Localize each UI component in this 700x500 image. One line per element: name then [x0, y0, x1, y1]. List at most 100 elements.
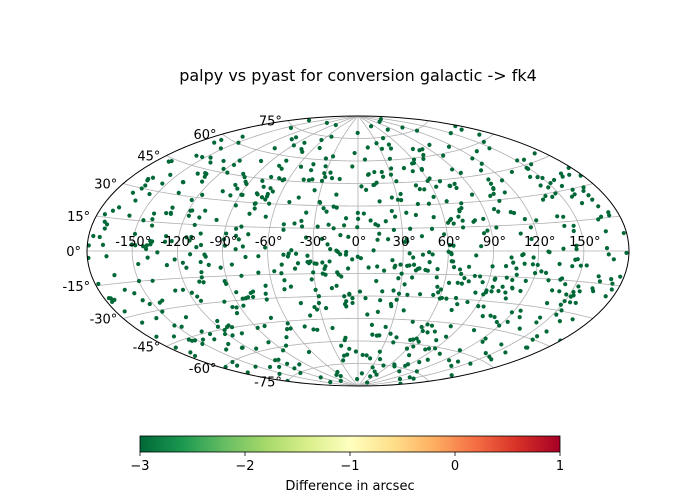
data-point: [398, 381, 403, 386]
data-point: [624, 250, 629, 256]
data-point: [481, 216, 486, 222]
latitude-tick-labels: -75° -60° -45° -30° -15° 0° 15° 30° 45° 60° 75°: [62, 115, 281, 391]
data-point: [342, 294, 347, 299]
data-point: [609, 287, 614, 292]
data-point: [312, 188, 317, 193]
data-point: [534, 320, 539, 325]
data-point: [319, 236, 325, 241]
data-point: [311, 162, 316, 167]
data-point: [609, 276, 614, 282]
data-point: [224, 347, 229, 352]
data-point: [284, 335, 289, 340]
data-point: [434, 338, 439, 343]
data-point: [427, 260, 432, 265]
data-point: [304, 210, 309, 215]
data-point: [198, 231, 203, 236]
data-point: [189, 290, 194, 295]
data-point: [255, 192, 260, 197]
data-point: [112, 297, 117, 302]
data-point: [483, 351, 488, 356]
lat-tick-label: 15°: [67, 210, 90, 225]
data-point: [480, 339, 485, 344]
data-point: [350, 296, 355, 301]
data-point: [385, 127, 390, 132]
data-point: [322, 171, 327, 176]
data-point: [503, 263, 509, 269]
data-point: [503, 350, 508, 355]
data-point: [446, 144, 452, 149]
data-point: [550, 288, 555, 293]
data-point: [586, 193, 591, 198]
data-point: [427, 250, 432, 255]
data-point: [417, 186, 422, 192]
data-point: [419, 324, 424, 330]
data-point: [610, 281, 615, 286]
data-point: [567, 300, 573, 305]
data-point: [388, 172, 394, 177]
data-point: [496, 209, 501, 214]
data-point: [471, 219, 476, 224]
data-point: [426, 201, 432, 206]
data-point: [431, 215, 436, 220]
data-point: [374, 141, 379, 146]
data-point: [524, 165, 529, 170]
data-point: [187, 252, 193, 257]
data-point: [320, 271, 325, 276]
data-point: [292, 366, 297, 371]
data-point: [222, 327, 227, 333]
data-point: [252, 206, 257, 211]
data-point: [233, 182, 238, 188]
data-point: [558, 171, 564, 176]
data-point: [356, 216, 361, 221]
data-point: [548, 180, 553, 186]
data-point: [481, 304, 486, 309]
data-point: [431, 292, 436, 298]
data-point: [255, 325, 260, 330]
data-point: [590, 197, 595, 202]
data-point: [240, 296, 245, 301]
data-point: [494, 319, 499, 325]
data-point: [521, 157, 527, 162]
lon-tick-label: -120°: [160, 235, 196, 250]
data-point: [497, 323, 502, 328]
data-point: [555, 214, 560, 219]
data-point: [532, 270, 538, 276]
parallel-line: [166, 155, 550, 184]
data-point: [375, 264, 380, 269]
data-point: [411, 157, 417, 162]
data-point: [155, 250, 160, 255]
data-point: [263, 214, 268, 219]
data-point: [150, 217, 155, 222]
data-point: [352, 150, 357, 156]
data-point: [378, 117, 383, 122]
data-point: [421, 156, 426, 162]
data-point: [287, 199, 292, 205]
data-point: [179, 324, 184, 329]
data-point: [390, 258, 395, 263]
data-point: [577, 289, 582, 294]
plot-area: -150° -120° -90° -60° -30° 0° 30° 60° 90° 120° 150…: [62, 115, 630, 391]
data-point: [410, 319, 415, 324]
data-point: [466, 264, 472, 269]
data-point: [492, 314, 497, 320]
data-point: [327, 259, 332, 264]
data-point: [377, 349, 382, 354]
data-point: [394, 297, 399, 302]
data-point: [483, 290, 489, 295]
data-point: [372, 369, 377, 374]
data-point: [277, 176, 282, 181]
data-point: [187, 238, 192, 243]
data-point: [192, 353, 198, 359]
data-point: [470, 156, 475, 161]
lat-tick-label: 60°: [193, 128, 216, 143]
data-point: [382, 268, 387, 273]
data-point: [443, 334, 449, 339]
data-point: [415, 201, 420, 207]
data-point: [559, 276, 565, 281]
data-point: [199, 179, 205, 184]
data-point: [441, 232, 447, 237]
data-point: [509, 169, 514, 175]
data-point: [579, 201, 585, 206]
data-point: [154, 316, 159, 321]
data-point: [338, 373, 343, 379]
